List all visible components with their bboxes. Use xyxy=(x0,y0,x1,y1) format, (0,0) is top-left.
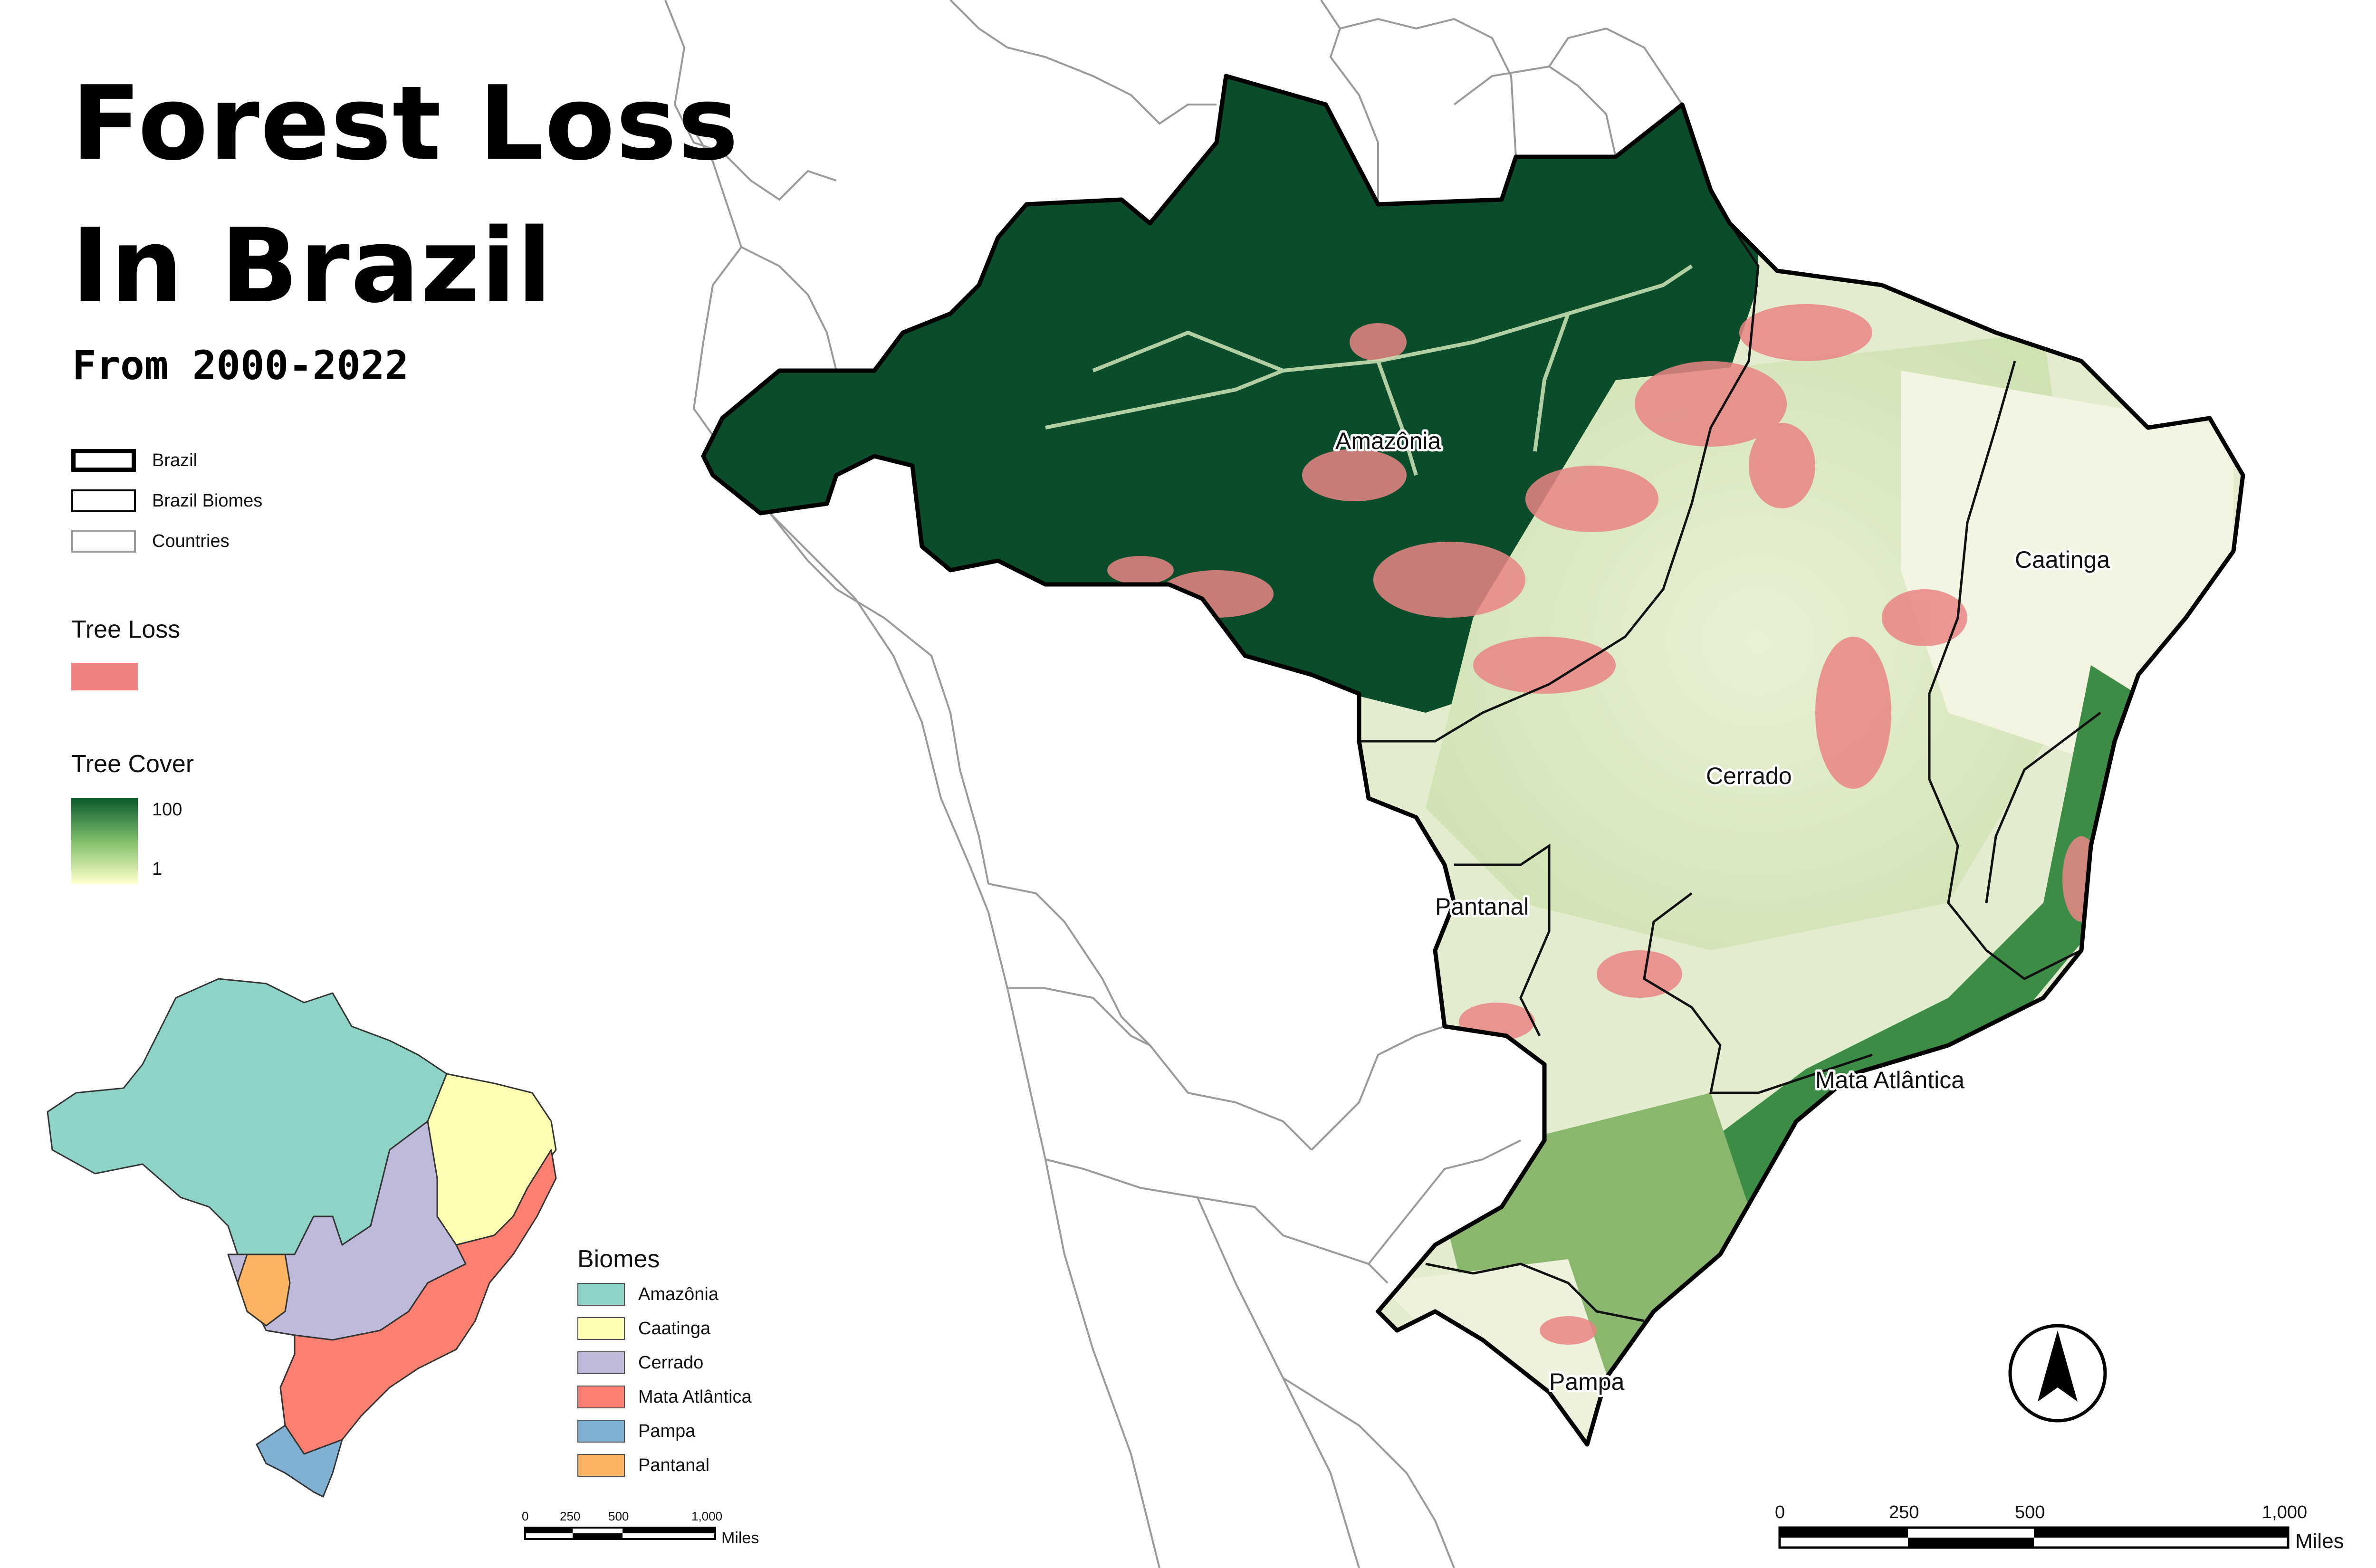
inset-caatinga xyxy=(427,1073,557,1246)
biome-swatch-amazonia xyxy=(577,1283,625,1306)
biome-swatch-pampa xyxy=(577,1420,625,1443)
biome-label-mata-atlantica: Mata Atlântica xyxy=(638,1387,752,1407)
map-label-mata-atlantica: Mata Atlântica xyxy=(1815,1067,1964,1093)
inset-pantanal xyxy=(237,1253,291,1327)
biome-label-cerrado: Cerrado xyxy=(638,1353,704,1373)
scale-large-tick-500: 500 xyxy=(2015,1502,2045,1522)
scale-bar-large: 0 250 500 1,000 Miles xyxy=(1775,1502,2344,1553)
inset-pampa xyxy=(256,1425,343,1498)
map-label-pampa: Pampa xyxy=(1549,1368,1625,1395)
scale-large-tick-1000: 1,000 xyxy=(2262,1502,2307,1522)
legend-label-brazil: Brazil xyxy=(152,450,198,470)
scale-large-tick-0: 0 xyxy=(1775,1502,1785,1522)
scale-large-unit: Miles xyxy=(2295,1530,2344,1553)
page-title-line1: Forest Loss xyxy=(71,64,739,183)
scale-bar-small: 0 250 500 1,000 Miles xyxy=(522,1509,759,1547)
map-label-amazonia: Amazônia xyxy=(1335,428,1441,454)
brazil-outline xyxy=(701,74,2245,1447)
map-label-pantanal: Pantanal xyxy=(1435,893,1529,920)
biomes-legend-title: Biomes xyxy=(577,1245,660,1273)
biome-boundaries xyxy=(1359,222,2101,1322)
legend-swatch-countries xyxy=(71,530,136,553)
biome-label-pantanal: Pantanal xyxy=(638,1455,710,1475)
tree-cover-min-label: 1 xyxy=(152,859,163,879)
scale-small-tick-0: 0 xyxy=(522,1509,528,1523)
legend-swatch-brazil-biomes xyxy=(71,489,136,512)
scale-small-tick-500: 500 xyxy=(608,1509,629,1523)
tree-cover-title: Tree Cover xyxy=(71,750,194,778)
tree-loss-swatch xyxy=(71,663,138,690)
scale-small-tick-1000: 1,000 xyxy=(691,1509,722,1523)
map-label-cerrado: Cerrado xyxy=(1706,763,1792,789)
biome-label-caatinga: Caatinga xyxy=(638,1319,711,1339)
legend-label-brazil-biomes: Brazil Biomes xyxy=(152,491,263,511)
map-label-caatinga: Caatinga xyxy=(2015,546,2110,573)
north-arrow-icon xyxy=(2008,1324,2107,1423)
brazil-tree-cover-raster xyxy=(703,76,2243,1444)
scale-small-unit: Miles xyxy=(721,1529,759,1547)
biome-swatch-cerrado xyxy=(577,1351,625,1374)
tree-cover-gradient xyxy=(71,798,138,884)
page-title-line2: In Brazil xyxy=(71,206,553,325)
page-subtitle: From 2000-2022 xyxy=(72,342,409,389)
biome-inset-map xyxy=(47,978,557,1498)
scale-small-tick-250: 250 xyxy=(560,1509,580,1523)
tree-loss-title: Tree Loss xyxy=(71,616,181,643)
biome-swatch-caatinga xyxy=(577,1317,625,1340)
tree-cover-max-label: 100 xyxy=(152,800,182,820)
legend-swatch-brazil xyxy=(71,449,136,472)
biome-label-pampa: Pampa xyxy=(638,1421,696,1441)
biome-swatch-pantanal xyxy=(577,1454,625,1477)
biome-label-amazonia: Amazônia xyxy=(638,1284,719,1304)
scale-large-tick-250: 250 xyxy=(1889,1502,1919,1522)
legend-label-countries: Countries xyxy=(152,531,230,551)
biome-swatch-mata-atlantica xyxy=(577,1386,625,1408)
